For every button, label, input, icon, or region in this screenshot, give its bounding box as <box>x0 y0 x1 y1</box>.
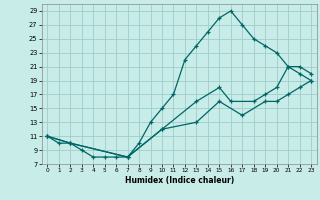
X-axis label: Humidex (Indice chaleur): Humidex (Indice chaleur) <box>124 176 234 185</box>
